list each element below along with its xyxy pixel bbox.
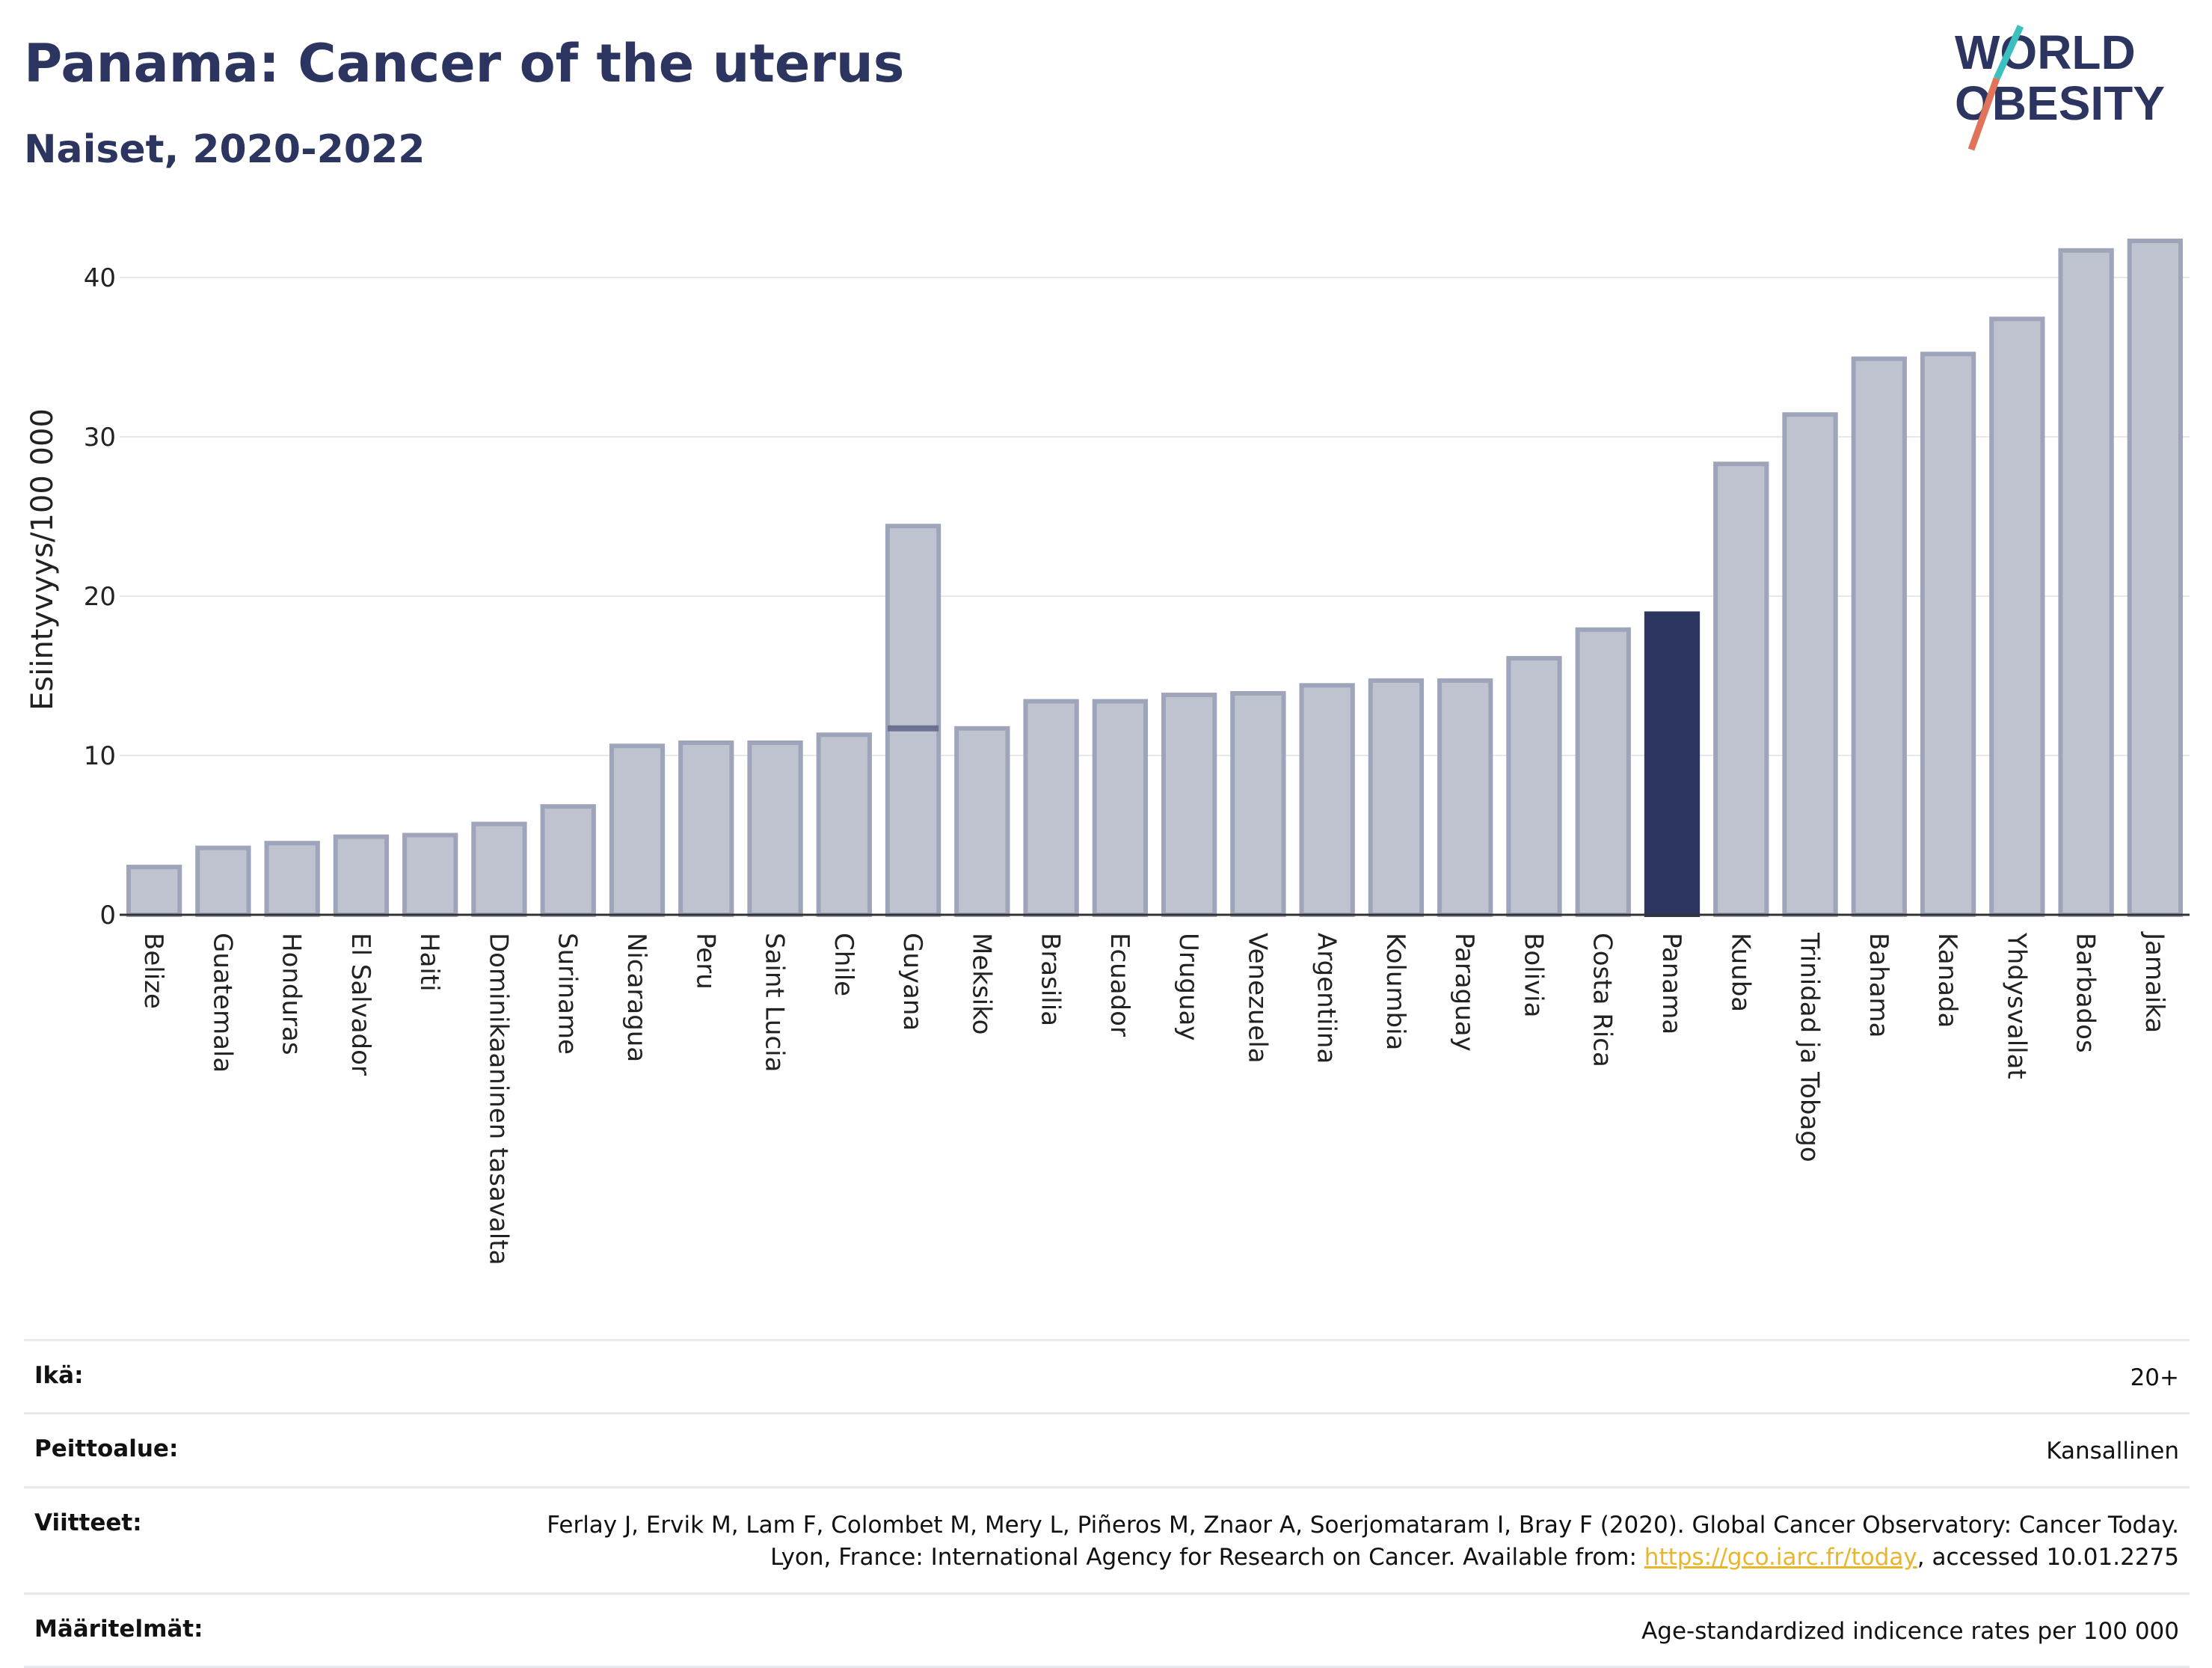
bar <box>1368 678 1425 917</box>
bar <box>1092 699 1149 918</box>
meta-value: Kansallinen <box>2046 1438 2179 1465</box>
y-tick-label: 10 <box>84 741 116 771</box>
x-tick-label: Trinidad ja Tobago <box>1795 932 1825 1162</box>
bar <box>1920 352 1976 917</box>
x-tick-label: Chile <box>829 933 858 996</box>
x-tick-label: Kuuba <box>1725 933 1755 1012</box>
chart-title: Panama: Cancer of the uterus <box>24 33 905 94</box>
bar <box>1575 627 1631 917</box>
x-tick-label: Argentiina <box>1312 933 1342 1064</box>
meta-label: Peittoalue: <box>34 1435 179 1463</box>
x-tick-label: Dominikaaninen tasavalta <box>483 933 513 1265</box>
bar <box>1299 683 1355 918</box>
x-tick-label: Panama <box>1656 933 1686 1034</box>
x-tick-label: Peru <box>690 933 720 990</box>
bar <box>195 845 251 918</box>
bar <box>471 821 527 917</box>
bar-chart: 0 10 20 30 40 Belize Guatemala Honduras El Salv… <box>25 239 2190 1265</box>
x-tick-label: Bolivia <box>1518 933 1548 1017</box>
bar <box>678 740 734 918</box>
bar <box>1989 316 2045 917</box>
x-tick-label: Uruguay <box>1173 933 1203 1041</box>
bar <box>1851 356 1907 917</box>
bar <box>1644 611 1701 917</box>
bar <box>264 841 320 918</box>
y-tick-label: 0 <box>99 901 116 930</box>
y-tick-label: 30 <box>84 423 116 453</box>
chart-subtitle: Naiset, 2020-2022 <box>24 127 425 172</box>
meta-row-definitions: Määritelmät: Age-standardized indicence … <box>24 1592 2190 1668</box>
x-tick-label: Jamaika <box>2139 931 2169 1033</box>
meta-label: Viitteet: <box>34 1509 142 1536</box>
x-tick-label: Belize <box>138 933 168 1009</box>
meta-value: 20+ <box>2130 1364 2179 1391</box>
x-tick-label: Saint Lucia <box>760 933 790 1072</box>
x-tick-label: Kanada <box>1932 933 1962 1028</box>
x-tick-label: Costa Rica <box>1588 933 1617 1067</box>
x-tick-label: Ecuador <box>1105 933 1134 1037</box>
x-tick-label: Guyana <box>897 933 927 1031</box>
bar <box>885 524 941 917</box>
y-axis-label: Esiintyvyys/100 000 <box>25 408 60 711</box>
meta-label: Määritelmät: <box>34 1615 203 1643</box>
logo-slash-red <box>1967 77 2000 151</box>
bar <box>2127 239 2184 917</box>
meta-row-references: Viitteet: Ferlay J, Ervik M, Lam F, Colo… <box>24 1485 2190 1592</box>
bar <box>1506 656 1562 917</box>
bar <box>954 726 1010 917</box>
bar <box>609 743 666 917</box>
x-tick-label: Nicaragua <box>621 933 651 1062</box>
logo-line1: WORLD <box>1955 25 2136 79</box>
x-tick-label: Suriname <box>553 933 583 1055</box>
bar <box>747 740 803 918</box>
x-tick-label: Guatemala <box>207 933 237 1073</box>
x-axis: Belize Guatemala Honduras El Salvador Haiti D… <box>120 913 2190 1265</box>
bar <box>126 865 182 917</box>
metadata-table: Ikä: 20+ Peittoalue: Kansallinen Viittee… <box>24 1339 2190 1668</box>
x-tick-label: Venezuela <box>1242 933 1272 1064</box>
meta-value: Age-standardized indicence rates per 100… <box>1641 1617 2179 1645</box>
reference-text: Ferlay J, Ervik M, Lam F, Colombet M, Me… <box>547 1511 2179 1572</box>
x-tick-label: Brasilia <box>1036 933 1066 1026</box>
bar <box>2058 248 2114 918</box>
bar <box>1782 412 1838 917</box>
bar <box>816 732 872 917</box>
logo-slash-teal <box>1993 25 2024 80</box>
bar <box>1161 693 1217 917</box>
y-tick-label: 40 <box>84 263 116 293</box>
bar <box>1437 678 1493 917</box>
meta-row-coverage: Peittoalue: Kansallinen <box>24 1412 2190 1485</box>
x-tick-label: Paraguay <box>1449 933 1479 1052</box>
meta-row-age: Ikä: 20+ <box>24 1339 2190 1412</box>
x-tick-label: Yhdysvallat <box>2001 932 2031 1079</box>
y-axis: 0 10 20 30 40 <box>84 263 116 930</box>
bar <box>402 833 458 917</box>
x-tick-label: El Salvador <box>345 933 375 1076</box>
y-tick-label: 20 <box>84 582 116 612</box>
meta-label: Ikä: <box>34 1362 84 1389</box>
grid-lines <box>120 277 2190 756</box>
bar <box>1230 690 1286 917</box>
x-tick-label: Haiti <box>414 933 444 992</box>
x-tick-label: Kolumbia <box>1380 933 1410 1050</box>
x-tick-label: Honduras <box>277 933 307 1055</box>
world-obesity-logo: WORLD OBESITY <box>1955 25 2165 151</box>
bar <box>333 834 390 918</box>
x-tick-label: Barbados <box>2071 933 2101 1053</box>
x-tick-label: Bahama <box>1864 933 1893 1038</box>
bars <box>126 239 2184 918</box>
meta-value-reference: Ferlay J, Ervik M, Lam F, Colombet M, Me… <box>534 1509 2179 1575</box>
bar <box>540 804 596 918</box>
reference-accessed: , accessed 10.01.2275 <box>1917 1544 2179 1572</box>
bar <box>1713 462 1769 917</box>
x-tick-label: Meksiko <box>966 933 996 1034</box>
reference-link[interactable]: https://gco.iarc.fr/today <box>1644 1544 1917 1572</box>
bar <box>1023 699 1079 918</box>
